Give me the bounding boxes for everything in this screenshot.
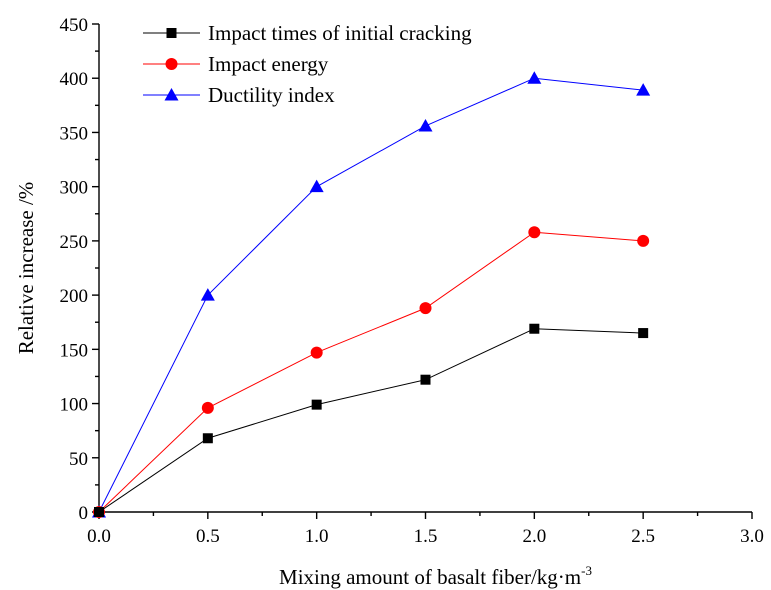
data-point: [527, 71, 542, 84]
y-tick-label: 400: [60, 69, 89, 90]
y-tick-label: 250: [60, 232, 89, 253]
legend-label: Impact times of initial cracking: [208, 21, 472, 45]
series-square: [94, 323, 649, 517]
data-point: [418, 118, 433, 132]
data-point: [200, 288, 215, 301]
x-tick-label: 2.5: [631, 526, 655, 547]
data-point: [94, 507, 104, 517]
x-tick-label: 0.5: [196, 526, 220, 547]
data-point: [528, 226, 541, 239]
x-tick-label: 1.5: [414, 526, 438, 547]
x-tick-label: 3.0: [740, 526, 764, 547]
series-line: [98, 77, 644, 513]
x-tick-label: 2.0: [522, 526, 546, 547]
axes: 0.0 0.5 1.0 1.5 2.0 2.5 3.0 0 50 100 150 200 250 300 3…: [60, 15, 764, 547]
x-axis-title-superscript: -3: [581, 563, 592, 578]
y-tick-label: 450: [60, 15, 89, 36]
data-point: [310, 346, 323, 359]
series-line: [98, 231, 644, 513]
legend-marker: [164, 88, 179, 101]
series-line: [98, 328, 644, 513]
data-point: [637, 234, 650, 247]
series-circle: [93, 226, 650, 518]
data-point: [419, 302, 432, 315]
y-tick-label: 100: [60, 395, 89, 416]
x-axis-title-main: Mixing amount of basalt fiber/kg·m: [279, 565, 581, 589]
legend-marker: [166, 28, 177, 38]
legend-item: Ductility index: [143, 83, 335, 107]
data-point: [309, 179, 324, 193]
series-triangle: [92, 71, 651, 518]
legend-label: Ductility index: [208, 83, 335, 107]
y-tick-label: 150: [60, 340, 89, 361]
legend-item: Impact times of initial cracking: [143, 21, 472, 45]
x-axis-title: Mixing amount of basalt fiber/kg·m-3: [279, 563, 592, 589]
data-point: [420, 374, 431, 385]
y-tick-label: 300: [60, 178, 89, 199]
y-tick-label: 0: [79, 503, 89, 524]
legend: Impact times of initial cracking Impact e…: [143, 21, 472, 107]
x-tick-label: 0.0: [87, 526, 111, 547]
x-tick-label: 1.0: [305, 526, 329, 547]
y-tick-label: 50: [69, 449, 88, 470]
data-point: [201, 401, 214, 414]
legend-item: Impact energy: [143, 52, 329, 76]
y-tick-label: 200: [60, 286, 89, 307]
y-tick-label: 350: [60, 123, 89, 144]
legend-marker: [165, 58, 178, 70]
legend-label: Impact energy: [208, 52, 329, 76]
y-axis-title: Relative increase /%: [14, 182, 38, 355]
data-point: [311, 399, 322, 410]
series-layer: [92, 71, 651, 518]
data-point: [202, 433, 213, 444]
data-point: [529, 323, 540, 334]
data-point: [638, 328, 649, 339]
data-point: [636, 83, 651, 96]
